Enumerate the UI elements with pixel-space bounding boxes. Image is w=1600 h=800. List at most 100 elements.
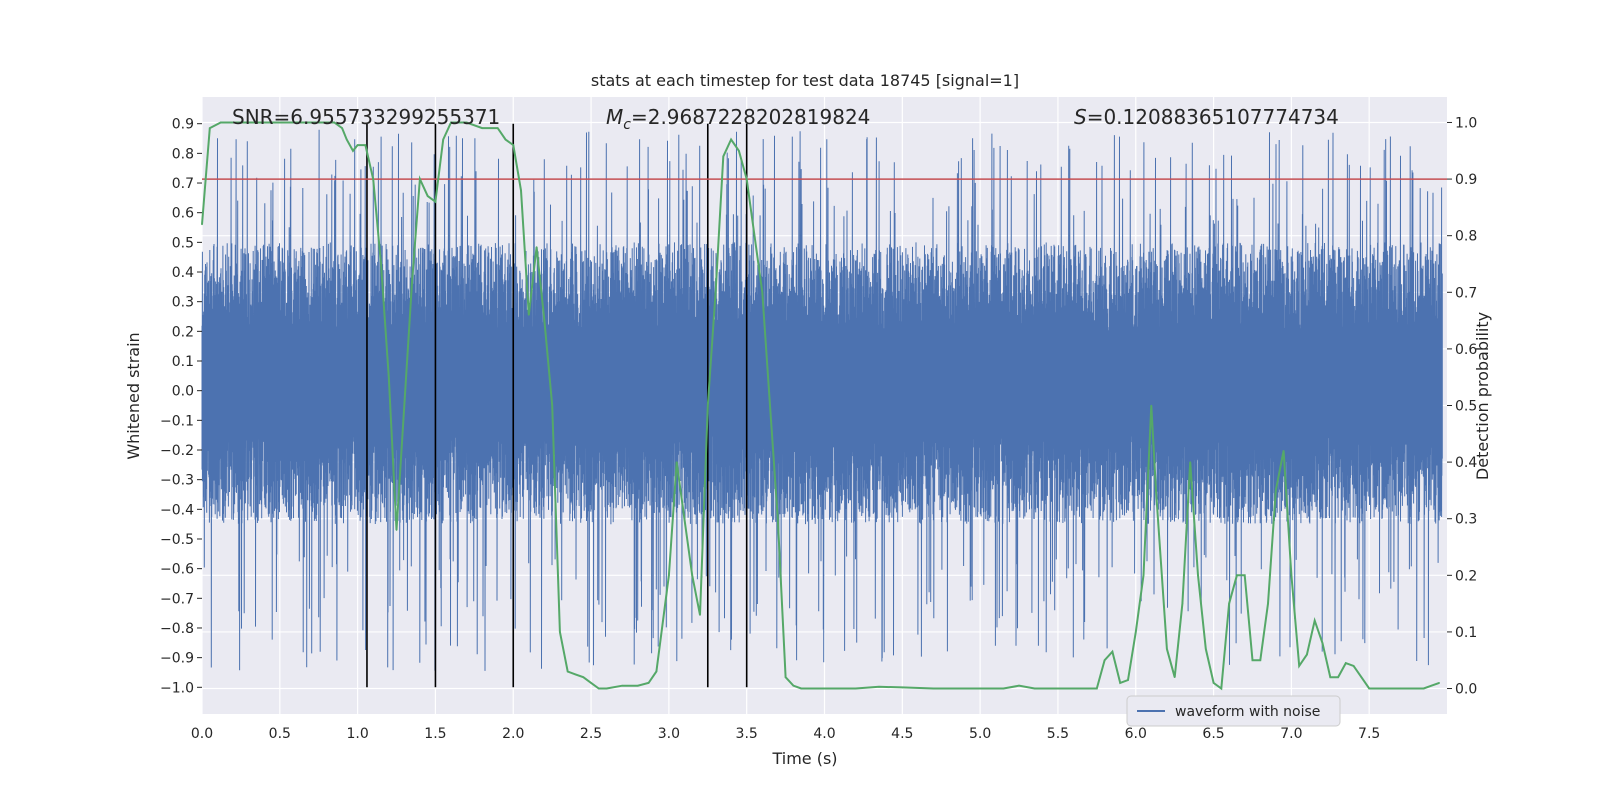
y-tick-label: 0.5 <box>172 235 194 251</box>
y2-axis-ticks: 1.0 0.9 0.8 0.7 0.6 0.5 0.4 0.3 0.2 0.1 0.0 <box>1447 115 1477 698</box>
probability-point <box>722 155 725 158</box>
y2-tick-label: 0.8 <box>1455 229 1477 245</box>
y2-tick-label: 0.4 <box>1455 455 1477 471</box>
probability-point <box>465 121 468 124</box>
x-tick-label: 1.5 <box>424 726 446 742</box>
x-tick-label: 5.0 <box>969 726 991 742</box>
probability-point <box>1220 687 1223 690</box>
y-tick-label: −0.2 <box>160 443 194 459</box>
y-axis-label: Whitened strain <box>124 332 143 459</box>
probability-point <box>1352 665 1355 667</box>
probability-point <box>1298 665 1300 667</box>
probability-point <box>1360 676 1363 679</box>
probability-point <box>808 687 810 690</box>
y-tick-label: 0.1 <box>172 354 194 370</box>
y2-tick-label: 0.1 <box>1455 625 1477 641</box>
probability-point <box>598 687 600 690</box>
x-tick-label: 0.0 <box>191 726 213 742</box>
y2-tick-label: 0.2 <box>1455 568 1477 584</box>
x-tick-label: 4.5 <box>891 726 913 742</box>
x-tick-label: 4.0 <box>813 726 835 742</box>
probability-point <box>1189 461 1192 463</box>
y-tick-label: 0.7 <box>172 176 194 192</box>
chart-title: stats at each timestep for test data 187… <box>591 71 1019 90</box>
s-symbol: S <box>1074 105 1087 129</box>
probability-point <box>699 614 701 616</box>
probability-point <box>1321 642 1324 645</box>
series-waveform-with-noise <box>201 129 1443 671</box>
probability-point <box>800 687 802 690</box>
probability-point <box>345 138 348 141</box>
y-tick-label: −0.9 <box>160 651 194 667</box>
probability-point <box>932 687 935 690</box>
x-tick-label: 2.0 <box>502 726 524 742</box>
y2-tick-label: 0.3 <box>1455 512 1477 528</box>
probability-point <box>1259 659 1262 662</box>
x-tick-label: 0.5 <box>269 726 291 742</box>
probability-point <box>1018 684 1020 687</box>
y-tick-label: −0.1 <box>160 413 194 429</box>
y-tick-label: 0.9 <box>172 117 194 133</box>
probability-point <box>683 517 686 520</box>
y2-axis-label: Detection probability <box>1473 312 1492 480</box>
probability-point <box>419 178 421 180</box>
probability-point <box>636 684 639 687</box>
probability-point <box>1096 687 1098 690</box>
y-tick-label: 0.0 <box>172 384 194 400</box>
probability-point <box>784 676 787 679</box>
probability-point <box>1313 619 1316 622</box>
probability-point <box>528 314 530 316</box>
x-tick-label: 3.0 <box>658 726 680 742</box>
probability-point <box>1282 449 1285 452</box>
probability-point <box>647 682 650 684</box>
probability-point <box>559 631 561 633</box>
x-tick-label: 5.5 <box>1047 726 1069 742</box>
legend: waveform with noise <box>1126 695 1341 727</box>
x-tick-label: 7.5 <box>1358 726 1380 742</box>
probability-point <box>380 263 382 265</box>
probability-point <box>1155 489 1157 492</box>
probability-point <box>1306 653 1308 656</box>
probability-point <box>352 149 354 152</box>
probability-point <box>668 574 670 577</box>
x-tick-label: 7.0 <box>1280 726 1302 742</box>
y-tick-label: 0.4 <box>172 265 194 281</box>
probability-point <box>403 404 406 407</box>
probability-line <box>201 121 1440 691</box>
probability-point <box>1181 602 1184 605</box>
probability-point <box>1057 687 1059 690</box>
probability-point <box>1329 676 1332 679</box>
y-tick-label: −0.5 <box>160 532 194 548</box>
probability-point <box>1399 687 1402 690</box>
probability-point <box>1033 687 1036 690</box>
probability-point <box>395 529 398 531</box>
x-axis-ticks: 0.0 0.5 1.0 1.5 2.0 2.5 3.0 3.5 4.0 4.5 5.0 5.5 6.0 6… <box>191 726 1380 742</box>
probability-point <box>1166 648 1168 650</box>
probability-point <box>551 404 553 407</box>
probability-point <box>496 127 499 129</box>
x-tick-label: 6.5 <box>1202 726 1224 742</box>
probability-point <box>1415 687 1417 690</box>
probability-point <box>761 291 764 294</box>
probability-point <box>691 574 694 577</box>
s-value: =0.12088365107774734 <box>1087 105 1339 129</box>
probability-point <box>1088 687 1090 690</box>
probability-point <box>1127 679 1129 681</box>
probability-point <box>1212 682 1215 684</box>
y-axis-ticks: 0.9 0.8 0.7 0.6 0.5 0.4 0.3 0.2 0.1 0.0 −0.1 −0.2 −0… <box>160 117 202 696</box>
probability-point <box>706 404 709 407</box>
y-tick-label: −1.0 <box>160 680 194 696</box>
probability-point <box>481 127 483 129</box>
probability-point <box>387 376 390 378</box>
probability-point <box>1438 682 1441 684</box>
probability-point <box>582 676 585 679</box>
probability-point <box>1383 687 1386 690</box>
y-tick-label: 0.8 <box>172 146 194 162</box>
probability-point <box>901 686 904 689</box>
probability-point <box>1345 662 1347 664</box>
probability-point <box>590 682 592 684</box>
snr-annotation: SNR=6.955733299255371 <box>232 105 500 129</box>
y-tick-label: −0.3 <box>160 473 194 489</box>
probability-point <box>769 404 771 407</box>
